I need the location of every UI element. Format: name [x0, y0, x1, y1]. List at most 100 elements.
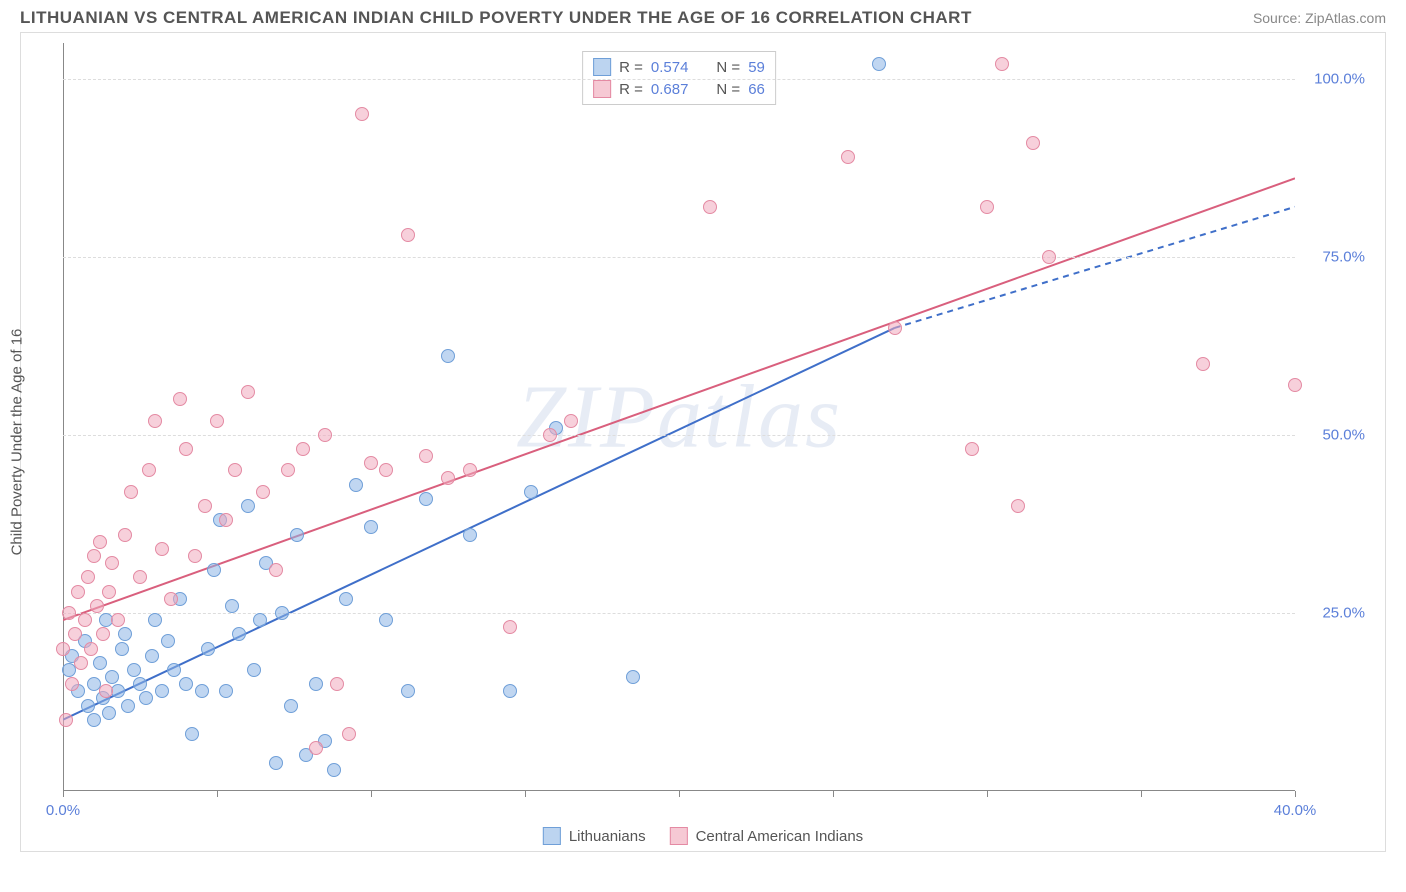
- data-point: [111, 684, 125, 698]
- data-point: [419, 492, 433, 506]
- data-point: [503, 684, 517, 698]
- data-point: [296, 442, 310, 456]
- source-link[interactable]: ZipAtlas.com: [1305, 10, 1386, 26]
- y-axis: [63, 43, 64, 791]
- legend-row-central-american: R = 0.687 N = 66: [593, 78, 765, 100]
- x-tick-label: 40.0%: [1274, 802, 1317, 819]
- data-point: [1026, 136, 1040, 150]
- data-point: [1288, 378, 1302, 392]
- r-label: R =: [619, 81, 643, 98]
- data-point: [87, 549, 101, 563]
- data-point: [121, 699, 135, 713]
- r-value-central-american: 0.687: [651, 81, 689, 98]
- data-point: [284, 699, 298, 713]
- data-point: [198, 499, 212, 513]
- data-point: [148, 613, 162, 627]
- data-point: [78, 613, 92, 627]
- data-point: [419, 449, 433, 463]
- data-point: [564, 414, 578, 428]
- data-point: [275, 606, 289, 620]
- data-point: [185, 727, 199, 741]
- data-point: [127, 663, 141, 677]
- gridline: [63, 257, 1295, 258]
- data-point: [965, 442, 979, 456]
- data-point: [179, 677, 193, 691]
- data-point: [441, 349, 455, 363]
- data-point: [207, 563, 221, 577]
- data-point: [65, 677, 79, 691]
- swatch-lithuanians: [543, 827, 561, 845]
- source-prefix: Source:: [1253, 10, 1305, 26]
- data-point: [96, 627, 110, 641]
- x-tick: [1295, 791, 1296, 797]
- data-point: [349, 478, 363, 492]
- data-point: [309, 741, 323, 755]
- data-point: [327, 763, 341, 777]
- swatch-lithuanians: [593, 58, 611, 76]
- data-point: [503, 620, 517, 634]
- legend-item-lithuanians: Lithuanians: [543, 827, 646, 845]
- y-axis-label: Child Poverty Under the Age of 16: [9, 329, 26, 556]
- x-tick: [833, 791, 834, 797]
- legend-row-lithuanians: R = 0.574 N = 59: [593, 56, 765, 78]
- data-point: [463, 463, 477, 477]
- data-point: [269, 563, 283, 577]
- swatch-central-american: [593, 80, 611, 98]
- data-point: [93, 656, 107, 670]
- data-point: [364, 456, 378, 470]
- chart-title: LITHUANIAN VS CENTRAL AMERICAN INDIAN CH…: [20, 8, 972, 28]
- data-point: [1042, 250, 1056, 264]
- data-point: [256, 485, 270, 499]
- data-point: [59, 713, 73, 727]
- data-point: [703, 200, 717, 214]
- data-point: [401, 228, 415, 242]
- data-point: [148, 414, 162, 428]
- data-point: [164, 592, 178, 606]
- y-tick-label: 50.0%: [1322, 426, 1365, 443]
- data-point: [290, 528, 304, 542]
- y-tick-label: 100.0%: [1314, 70, 1365, 87]
- x-tick: [525, 791, 526, 797]
- swatch-central-american: [670, 827, 688, 845]
- x-tick: [679, 791, 680, 797]
- y-tick-label: 25.0%: [1322, 604, 1365, 621]
- source-credit: Source: ZipAtlas.com: [1253, 10, 1386, 26]
- x-tick: [63, 791, 64, 797]
- data-point: [118, 627, 132, 641]
- data-point: [1011, 499, 1025, 513]
- x-tick: [217, 791, 218, 797]
- data-point: [626, 670, 640, 684]
- data-point: [463, 528, 477, 542]
- data-point: [210, 414, 224, 428]
- data-point: [99, 684, 113, 698]
- data-point: [90, 599, 104, 613]
- trend-lines-layer: [63, 43, 1295, 791]
- r-value-lithuanians: 0.574: [651, 59, 689, 76]
- data-point: [179, 442, 193, 456]
- data-point: [87, 713, 101, 727]
- data-point: [219, 513, 233, 527]
- data-point: [102, 706, 116, 720]
- data-point: [228, 463, 242, 477]
- n-value-lithuanians: 59: [748, 59, 765, 76]
- data-point: [364, 520, 378, 534]
- data-point: [62, 606, 76, 620]
- x-tick-label: 0.0%: [46, 802, 80, 819]
- data-point: [71, 585, 85, 599]
- legend-label-lithuanians: Lithuanians: [569, 828, 646, 845]
- data-point: [355, 107, 369, 121]
- data-point: [241, 499, 255, 513]
- data-point: [105, 670, 119, 684]
- data-point: [195, 684, 209, 698]
- data-point: [1196, 357, 1210, 371]
- x-tick: [987, 791, 988, 797]
- gridline: [63, 613, 1295, 614]
- data-point: [167, 663, 181, 677]
- x-tick: [1141, 791, 1142, 797]
- data-point: [379, 613, 393, 627]
- data-point: [247, 663, 261, 677]
- data-point: [241, 385, 255, 399]
- data-point: [841, 150, 855, 164]
- data-point: [309, 677, 323, 691]
- data-point: [81, 570, 95, 584]
